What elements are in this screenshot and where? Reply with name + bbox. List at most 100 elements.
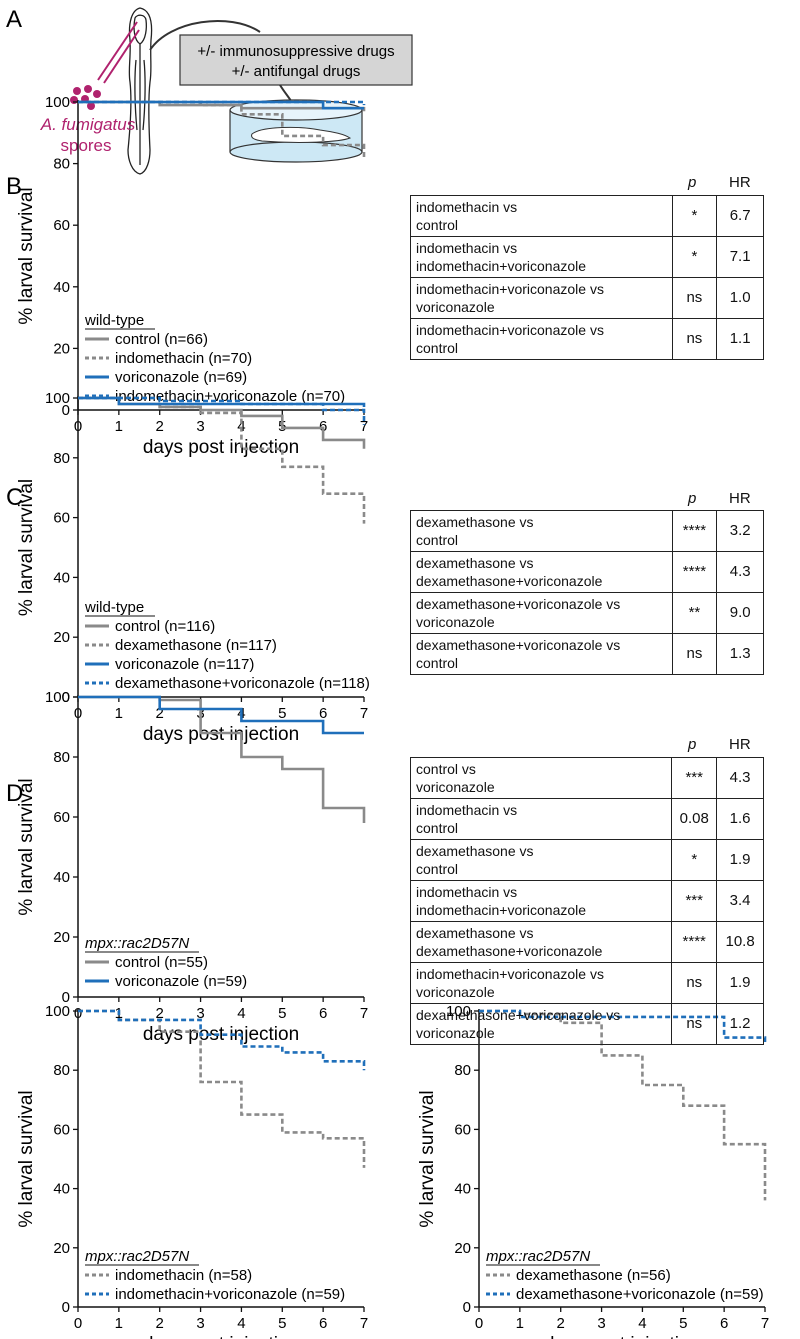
comparison-cell: indomethacin+voriconazole vs control: [410, 318, 673, 360]
p-value-cell: **: [671, 592, 718, 634]
y-tick-label: 20: [53, 340, 70, 357]
hazard-ratio-cell: 3.4: [716, 880, 764, 922]
y-tick-label: 40: [53, 1181, 70, 1198]
p-value-cell: ****: [671, 921, 718, 963]
series-line-2: [78, 396, 366, 524]
p-value-cell: ns: [671, 633, 718, 675]
x-tick-label: 6: [319, 1005, 327, 1022]
y-axis-label: % larval survival: [16, 187, 37, 324]
legend-entry: control (n=55): [115, 954, 208, 971]
x-tick-label: 2: [156, 705, 164, 722]
comparison-cell: dexamethasone vs control: [409, 839, 673, 881]
series-line-4: [78, 100, 366, 106]
legend-entry: control (n=116): [115, 618, 215, 635]
table-row: dexamethasone vs control **** 3.2: [410, 510, 764, 552]
table-c: dexamethasone vs control **** 3.2 dexametha…: [410, 510, 764, 675]
comparison-cell: control vs voriconazole: [409, 757, 673, 799]
comparison-cell: indomethacin+voriconazole vs voriconazol…: [409, 962, 673, 1004]
panel-letter-d: D: [6, 780, 23, 807]
y-tick-label: 80: [454, 1062, 471, 1079]
p-value-cell: ***: [671, 880, 718, 922]
x-tick-label: 7: [360, 418, 368, 435]
series-line-4: [78, 396, 366, 425]
y-tick-label: 80: [53, 1062, 70, 1079]
panel-a-letter: A: [6, 6, 22, 33]
hazard-ratio-cell: 1.9: [716, 962, 764, 1004]
y-tick-label: 100: [45, 1003, 70, 1020]
x-tick-label: 2: [156, 1005, 164, 1022]
comparison-cell: indomethacin vs indomethacin+voriconazol…: [409, 880, 673, 922]
drug-box: [179, 34, 413, 86]
p-value-cell: ****: [671, 551, 718, 593]
x-tick-label: 7: [360, 705, 368, 722]
x-axis-label: days post injection: [143, 724, 299, 745]
hazard-ratio-cell: 1.3: [716, 633, 764, 675]
table-c-p-header: p: [688, 490, 697, 507]
y-axis-label: % larval survival: [16, 1090, 37, 1227]
x-tick-label: 3: [196, 1315, 204, 1332]
y-tick-label: 60: [454, 1121, 471, 1138]
y-tick-label: 80: [53, 749, 70, 766]
spore-dots: [70, 85, 101, 110]
table-d: control vs voriconazole *** 4.3 indomethaci…: [409, 757, 764, 1045]
table-c-hr-header: HR: [729, 490, 751, 507]
comparison-cell: dexamethasone+voriconazole vs voriconazo…: [410, 592, 673, 634]
comparison-cell: indomethacin vs control: [409, 798, 673, 840]
transfer-arrow-curve: [149, 20, 261, 51]
x-tick-label: 6: [319, 418, 327, 435]
y-tick-label: 60: [53, 510, 70, 527]
table-row: dexamethasone vs control * 1.9: [409, 839, 764, 881]
comparison-cell: dexamethasone vs dexamethasone+voriconaz…: [409, 921, 673, 963]
x-tick-label: 0: [475, 1315, 483, 1332]
y-tick-label: 0: [62, 989, 70, 1006]
table-row: indomethacin vs indomethacin+voriconazol…: [409, 880, 764, 922]
x-tick-label: 6: [319, 1315, 327, 1332]
hazard-ratio-cell: 6.7: [716, 195, 764, 237]
p-value-cell: ns: [671, 277, 718, 319]
hazard-ratio-cell: 1.6: [716, 798, 764, 840]
petri-dish-drawing: [229, 99, 363, 163]
table-row: indomethacin vs control 0.08 1.6: [409, 798, 764, 840]
hazard-ratio-cell: 1.1: [716, 318, 764, 360]
hazard-ratio-cell: 7.1: [716, 236, 764, 278]
zebrafish-larva-drawing: [127, 7, 153, 175]
x-tick-label: 6: [319, 705, 327, 722]
legend-entry: indomethacin+voriconazole (n=70): [115, 388, 345, 405]
table-b: indomethacin vs control * 6.7 indomethacin …: [410, 195, 764, 360]
x-tick-label: 1: [115, 705, 123, 722]
legend-entry: indomethacin (n=70): [115, 350, 252, 367]
table-row: dexamethasone vs dexamethasone+voriconaz…: [410, 551, 764, 593]
p-value-cell: ns: [671, 1003, 718, 1045]
hazard-ratio-cell: 4.3: [716, 551, 764, 593]
spores-label-word: spores: [60, 136, 111, 155]
drug-box-line-2: +/- antifungal drugs: [232, 63, 361, 80]
series-line-2: [78, 1009, 366, 1071]
y-tick-label: 20: [454, 1240, 471, 1257]
legend-entry: control (n=66): [115, 331, 208, 348]
table-d-p-header: p: [688, 736, 697, 753]
legend-entry: voriconazole (n=59): [115, 973, 247, 990]
hazard-ratio-cell: 1.2: [716, 1003, 764, 1045]
p-value-cell: ns: [671, 962, 718, 1004]
y-axis-label: % larval survival: [417, 1090, 438, 1227]
chart-c: C02040608010001234567days post injection…: [6, 390, 370, 745]
y-tick-label: 80: [53, 450, 70, 467]
x-tick-label: 2: [156, 418, 164, 435]
p-value-cell: *: [671, 195, 718, 237]
spores-label-species: A. fumigatus: [40, 115, 136, 134]
y-tick-label: 100: [45, 390, 70, 407]
y-tick-label: 40: [454, 1181, 471, 1198]
hazard-ratio-cell: 10.8: [716, 921, 764, 963]
hazard-ratio-cell: 9.0: [716, 592, 764, 634]
x-axis-label: days post injection: [544, 1334, 700, 1339]
table-b-hr-header: HR: [729, 174, 751, 191]
comparison-cell: dexamethasone vs dexamethasone+voriconaz…: [410, 551, 673, 593]
legend-entry: voriconazole (n=69): [115, 369, 247, 386]
x-tick-label: 5: [278, 1005, 286, 1022]
drug-box-line-1: +/- immunosuppressive drugs: [197, 43, 394, 60]
legend-entry: dexamethasone+voriconazole (n=59): [516, 1286, 764, 1303]
legend-entry: indomethacin (n=58): [115, 1267, 252, 1284]
p-value-cell: *: [671, 236, 718, 278]
injection-needle: [97, 21, 140, 84]
